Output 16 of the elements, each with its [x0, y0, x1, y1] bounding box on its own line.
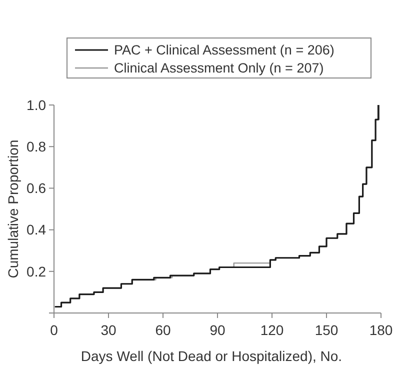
- x-tick-label: 30: [100, 322, 116, 338]
- x-tick-label: 90: [210, 322, 226, 338]
- x-tick-label: 0: [50, 322, 58, 338]
- y-tick-label: 0.8: [26, 138, 46, 154]
- x-tick-label: 60: [155, 322, 171, 338]
- legend-label: PAC + Clinical Assessment (n = 206): [114, 42, 334, 58]
- x-tick-label: 120: [260, 322, 284, 338]
- y-axis-title: Cumulative Proportion: [5, 140, 21, 278]
- y-tick-label: 1.0: [26, 96, 46, 113]
- x-tick-label: 150: [314, 322, 338, 338]
- y-tick-label: 0.6: [26, 180, 46, 196]
- legend-label: Clinical Assessment Only (n = 207): [114, 60, 324, 76]
- y-tick-label: 0.4: [26, 222, 46, 238]
- x-axis-title: Days Well (Not Dead or Hospitalized), No.: [80, 348, 342, 364]
- x-tick-label: 180: [369, 322, 393, 338]
- y-tick-label: 0.2: [26, 263, 46, 280]
